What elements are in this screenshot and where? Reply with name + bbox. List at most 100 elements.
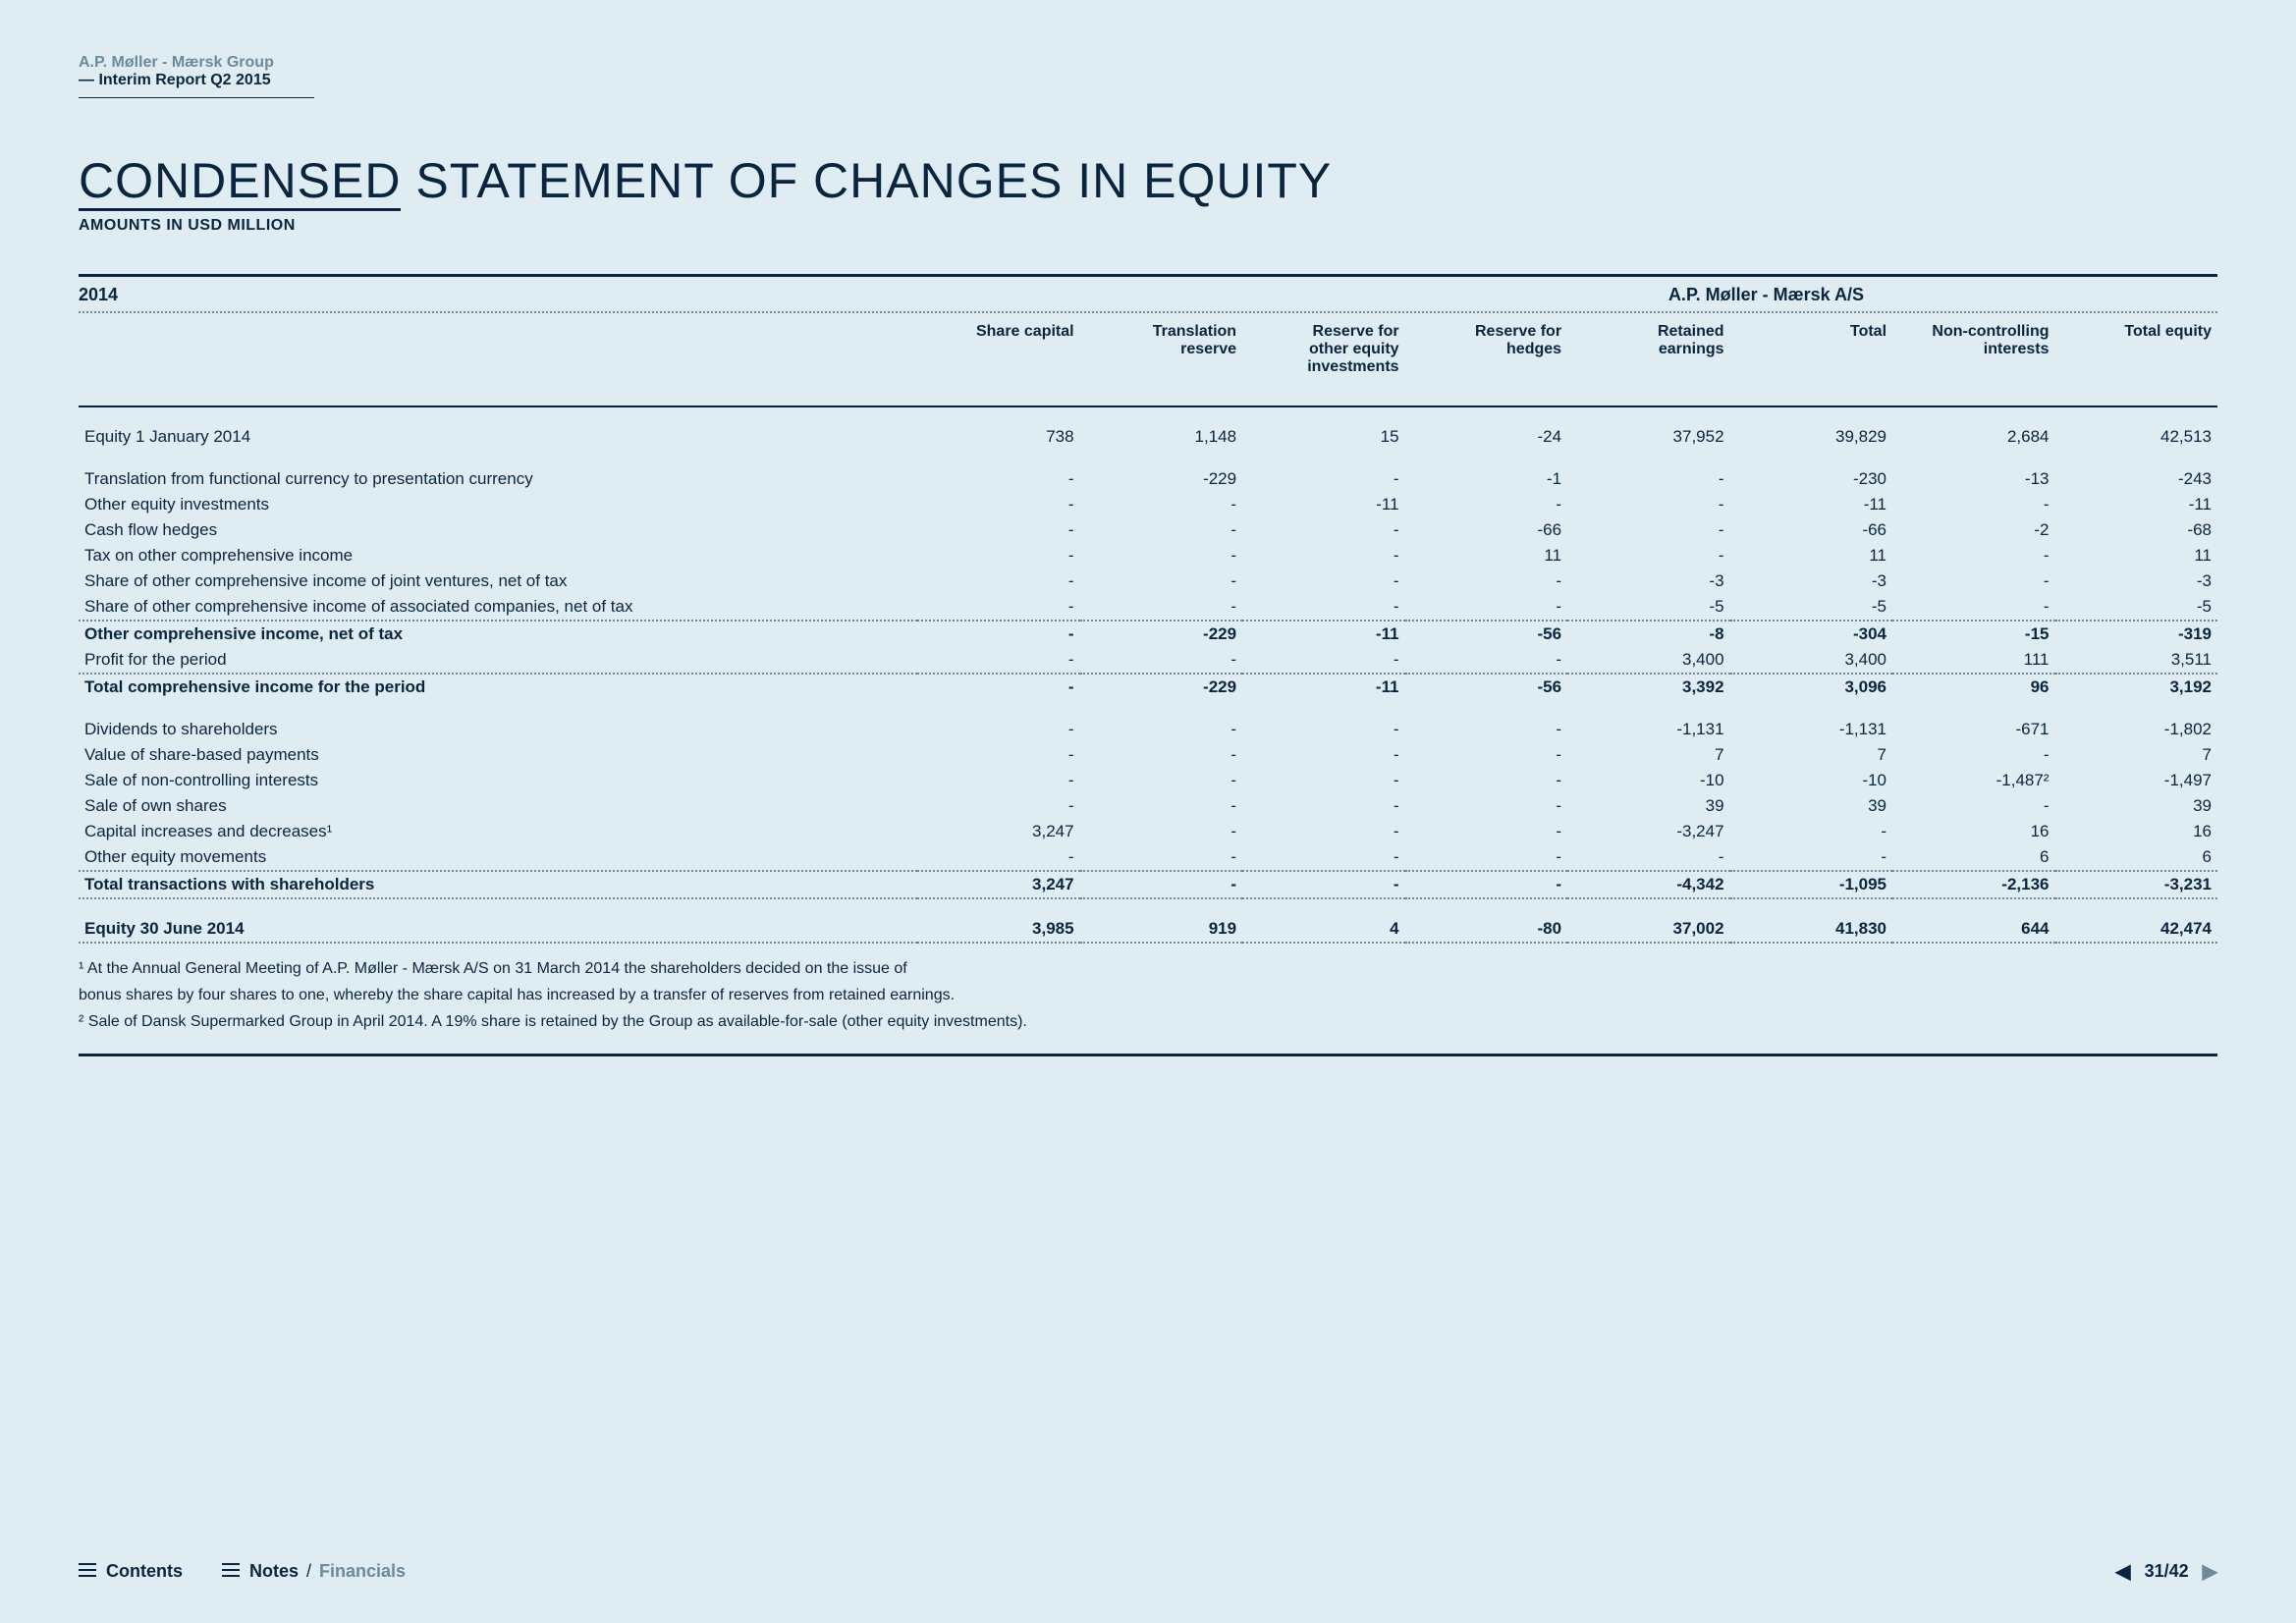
- table-cell: -3: [1567, 568, 1729, 594]
- table-cell: -13: [1892, 450, 2054, 492]
- table-cell: -2: [1892, 517, 2054, 543]
- column-header: Total: [1730, 313, 1892, 406]
- table-cell: 7: [1730, 742, 1892, 768]
- title-rest: STATEMENT OF CHANGES IN EQUITY: [401, 153, 1332, 208]
- column-header: Reserve forhedges: [1405, 313, 1567, 406]
- table-row: Other equity movements------66: [79, 844, 2217, 871]
- table-cell: 4: [1242, 898, 1404, 943]
- table-cell: 3,192: [2055, 674, 2218, 700]
- table-cell: -: [1405, 742, 1567, 768]
- row-label: Cash flow hedges: [79, 517, 917, 543]
- table-cell: -1,131: [1730, 700, 1892, 742]
- row-label: Profit for the period: [79, 647, 917, 674]
- table-cell: 42,474: [2055, 898, 2218, 943]
- title-condensed: CONDENSED: [79, 153, 401, 211]
- table-row: Cash flow hedges----66--66-2-68: [79, 517, 2217, 543]
- table-cell: -10: [1730, 768, 1892, 793]
- footnote-line: ² Sale of Dansk Supermarked Group in Apr…: [79, 1008, 2217, 1035]
- table-cell: -: [1567, 844, 1729, 871]
- table-cell: -243: [2055, 450, 2218, 492]
- table-cell: 3,400: [1567, 647, 1729, 674]
- table-cell: 111: [1892, 647, 2054, 674]
- table-row: Other equity investments---11---11--11: [79, 492, 2217, 517]
- table-cell: -: [1892, 543, 2054, 568]
- row-label: Total comprehensive income for the perio…: [79, 674, 917, 700]
- table-cell: -: [1080, 871, 1242, 898]
- next-arrow-icon[interactable]: ▶: [2203, 1559, 2217, 1584]
- table-cell: -1,095: [1730, 871, 1892, 898]
- table-cell: -: [917, 674, 1079, 700]
- table-cell: -: [1242, 768, 1404, 793]
- table-cell: -11: [1242, 674, 1404, 700]
- table-cell: -: [1892, 568, 2054, 594]
- table-row: Capital increases and decreases¹3,247---…: [79, 819, 2217, 844]
- table-cell: -: [1080, 742, 1242, 768]
- table-cell: 919: [1080, 898, 1242, 943]
- table-cell: -3: [2055, 568, 2218, 594]
- table-cell: -671: [1892, 700, 2054, 742]
- column-header: Total equity: [2055, 313, 2218, 406]
- table-cell: -: [1892, 492, 2054, 517]
- table-row: Profit for the period----3,4003,4001113,…: [79, 647, 2217, 674]
- footer-notes[interactable]: Notes: [249, 1561, 299, 1582]
- table-cell: -: [917, 768, 1079, 793]
- prev-arrow-icon[interactable]: ◀: [2115, 1559, 2130, 1584]
- table-cell: -: [1080, 517, 1242, 543]
- table-cell: -: [1242, 594, 1404, 621]
- table-cell: -5: [2055, 594, 2218, 621]
- table-cell: 11: [2055, 543, 2218, 568]
- table-row: Equity 1 January 20147381,14815-2437,952…: [79, 406, 2217, 450]
- table-row: Sale of non-controlling interests-----10…: [79, 768, 2217, 793]
- table-cell: -: [1242, 517, 1404, 543]
- row-label: Equity 1 January 2014: [79, 406, 917, 450]
- column-header: Retainedearnings: [1567, 313, 1729, 406]
- table-cell: 11: [1405, 543, 1567, 568]
- table-cell: 2,684: [1892, 406, 2054, 450]
- footer-contents[interactable]: Contents: [106, 1561, 183, 1582]
- table-cell: 3,511: [2055, 647, 2218, 674]
- table-cell: -: [1405, 492, 1567, 517]
- table-cell: 16: [1892, 819, 2054, 844]
- table-cell: -: [1242, 700, 1404, 742]
- table-row: Share of other comprehensive income of j…: [79, 568, 2217, 594]
- table-cell: -4,342: [1567, 871, 1729, 898]
- row-label: Equity 30 June 2014: [79, 898, 917, 943]
- table-cell: 41,830: [1730, 898, 1892, 943]
- table-cell: -: [1567, 450, 1729, 492]
- table-cell: 3,400: [1730, 647, 1892, 674]
- table-cell: -319: [2055, 621, 2218, 647]
- footnote-line: bonus shares by four shares to one, wher…: [79, 982, 2217, 1008]
- page-subtitle: AMOUNTS IN USD MILLION: [79, 217, 2217, 235]
- table-cell: -: [1405, 594, 1567, 621]
- table-row: Tax on other comprehensive income---11-1…: [79, 543, 2217, 568]
- table-row: Total transactions with shareholders3,24…: [79, 871, 2217, 898]
- table-row: Share of other comprehensive income of a…: [79, 594, 2217, 621]
- table-cell: -3,247: [1567, 819, 1729, 844]
- table-cell: -: [1405, 819, 1567, 844]
- table-cell: -: [917, 517, 1079, 543]
- table-cell: -68: [2055, 517, 2218, 543]
- table-cell: 39: [1730, 793, 1892, 819]
- row-label: Capital increases and decreases¹: [79, 819, 917, 844]
- table-row: Other comprehensive income, net of tax- -…: [79, 621, 2217, 647]
- table-cell: -229: [1080, 450, 1242, 492]
- table-cell: -: [917, 594, 1079, 621]
- table-cell: -: [1405, 768, 1567, 793]
- footer-financials[interactable]: Financials: [319, 1561, 406, 1582]
- table-cell: -24: [1405, 406, 1567, 450]
- footnotes: ¹ At the Annual General Meeting of A.P. …: [79, 955, 2217, 1056]
- row-label: Other equity movements: [79, 844, 917, 871]
- row-label: Dividends to shareholders: [79, 700, 917, 742]
- table-cell: -8: [1567, 621, 1729, 647]
- table-cell: -: [1080, 793, 1242, 819]
- table-cell: 37,952: [1567, 406, 1729, 450]
- page-footer: Contents Notes / Financials ◀ 31/42 ▶: [79, 1559, 2217, 1584]
- row-label: Other comprehensive income, net of tax: [79, 621, 917, 647]
- table-cell: -: [1405, 793, 1567, 819]
- table-cell: 39,829: [1730, 406, 1892, 450]
- table-cell: -10: [1567, 768, 1729, 793]
- menu-icon-2[interactable]: [222, 1563, 240, 1581]
- menu-icon[interactable]: [79, 1563, 96, 1581]
- table-cell: -: [917, 621, 1079, 647]
- footnote-line: ¹ At the Annual General Meeting of A.P. …: [79, 955, 2217, 982]
